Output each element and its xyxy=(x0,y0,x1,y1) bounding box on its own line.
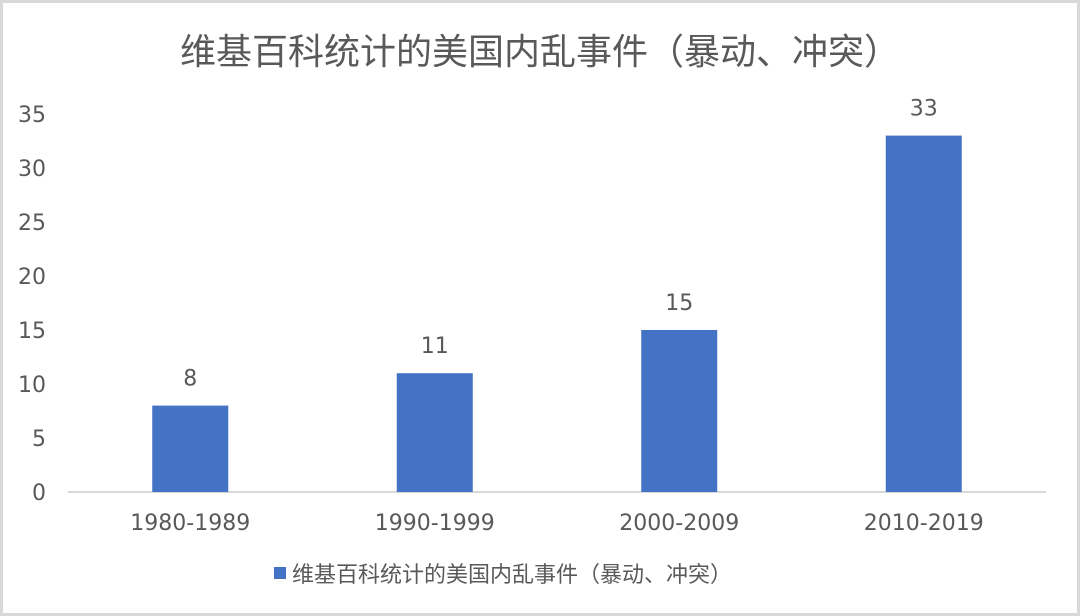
bar xyxy=(396,373,473,492)
y-tick-label: 15 xyxy=(18,319,46,344)
legend: 维基百科统计的美国内乱事件（暴动、冲突） xyxy=(274,563,732,588)
bar xyxy=(885,135,962,492)
data-label: 11 xyxy=(421,334,449,359)
data-label: 8 xyxy=(183,367,197,392)
bar xyxy=(152,405,229,492)
legend-swatch xyxy=(274,567,286,579)
data-label: 15 xyxy=(665,291,693,316)
data-label: 33 xyxy=(910,97,938,122)
y-axis: 0 5 10 15 20 25 30 35 xyxy=(18,103,46,506)
x-tick-label: 1990-1999 xyxy=(375,511,495,536)
y-tick-label: 20 xyxy=(18,265,46,290)
chart-title: 维基百科统计的美国内乱事件（暴动、冲突） xyxy=(180,32,900,73)
y-tick-label: 30 xyxy=(18,157,46,182)
x-tick-label: 1980-1989 xyxy=(130,511,250,536)
bars: 8 11 15 33 xyxy=(152,97,962,492)
x-tick-label: 2010-2019 xyxy=(864,511,984,536)
legend-label: 维基百科统计的美国内乱事件（暴动、冲突） xyxy=(292,563,732,588)
x-tick-label: 2000-2009 xyxy=(619,511,739,536)
y-tick-label: 5 xyxy=(32,427,46,452)
x-axis: 1980-1989 1990-1999 2000-2009 2010-2019 xyxy=(130,511,983,536)
y-tick-label: 25 xyxy=(18,211,46,236)
y-tick-label: 10 xyxy=(18,373,46,398)
y-tick-label: 0 xyxy=(32,481,46,506)
y-tick-label: 35 xyxy=(18,103,46,128)
bar xyxy=(641,330,718,492)
